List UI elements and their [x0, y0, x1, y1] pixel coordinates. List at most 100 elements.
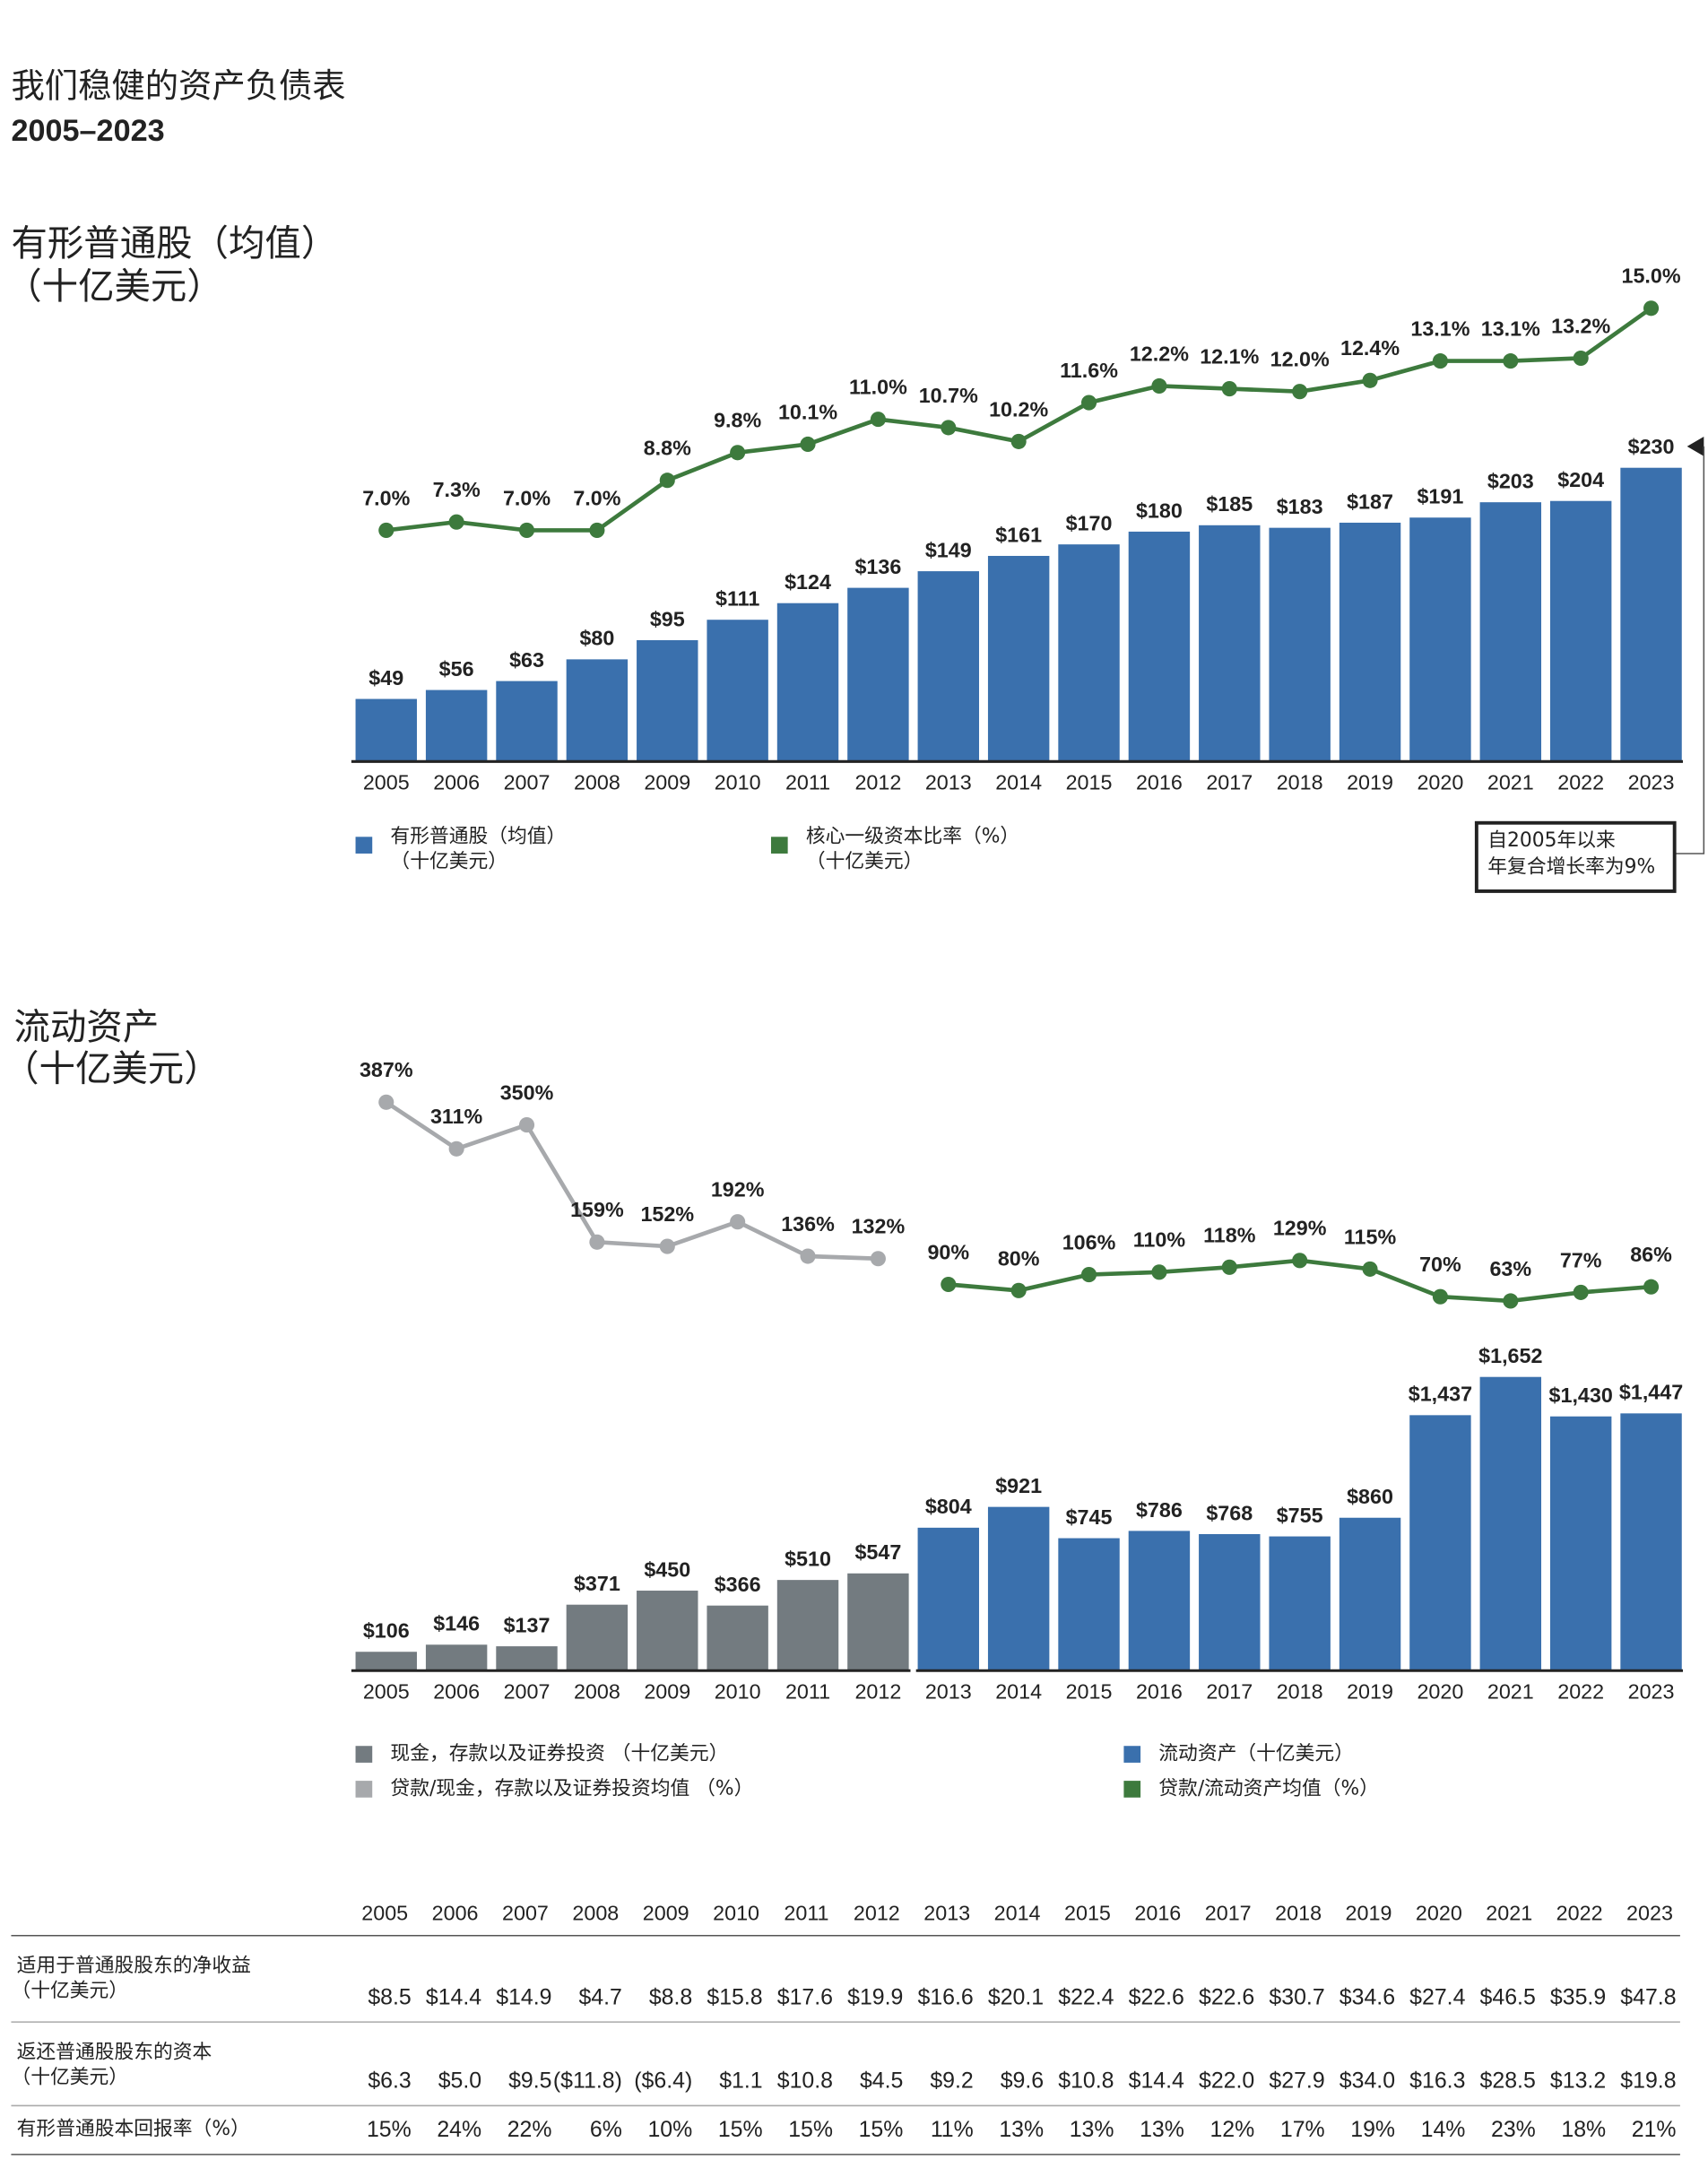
data-label: 77%: [1560, 1248, 1602, 1271]
line-point: [448, 514, 464, 530]
x-tick-label: 2022: [1557, 1679, 1604, 1703]
data-label: $366: [715, 1573, 761, 1596]
data-label: $547: [854, 1540, 901, 1564]
data-label: $187: [1347, 490, 1393, 513]
bar: [355, 1652, 417, 1671]
data-label: $191: [1417, 485, 1463, 508]
data-label: 86%: [1630, 1243, 1672, 1266]
data-label: 12.0%: [1270, 348, 1330, 371]
bar: [847, 587, 909, 762]
bar: [496, 681, 558, 762]
table-column-header: 2010: [713, 1902, 759, 1925]
line-point: [1151, 377, 1167, 395]
data-label: 12.1%: [1200, 345, 1259, 369]
table-cell: $22.0: [1199, 2069, 1254, 2094]
table-cell: 22%: [507, 2117, 552, 2142]
table-cell: $28.5: [1480, 2069, 1536, 2094]
x-tick-label: 2008: [574, 1679, 620, 1703]
table-column-header: 2022: [1556, 1902, 1603, 1925]
data-label: 8.8%: [644, 437, 691, 460]
line-point: [730, 445, 746, 461]
data-label: 80%: [998, 1246, 1040, 1270]
data-label: 15.0%: [1621, 265, 1680, 288]
table-cell: $20.1: [988, 1984, 1044, 2009]
table-cell: $14.9: [496, 1984, 551, 2009]
line-point: [659, 473, 675, 489]
line-point: [378, 1094, 394, 1110]
line-point: [800, 1248, 816, 1264]
x-tick-label: 2015: [1066, 1679, 1113, 1703]
bar: [1199, 1533, 1261, 1671]
annotation-text: 自2005年以来: [1487, 829, 1616, 852]
table-cell: $14.4: [426, 1984, 481, 2009]
x-tick-label: 2020: [1417, 1679, 1463, 1703]
line-point: [1221, 381, 1237, 397]
table-cell: $6.3: [368, 2069, 411, 2094]
data-label: $137: [504, 1613, 551, 1636]
line-point: [941, 1276, 957, 1293]
line-point: [1432, 353, 1448, 369]
legend-swatch: [770, 837, 788, 854]
data-label: 12.4%: [1340, 336, 1400, 360]
x-tick-label: 2010: [715, 770, 761, 794]
annotation-arrow: [1686, 436, 1704, 456]
bar: [917, 571, 979, 762]
line-point: [800, 436, 816, 453]
table-cell: ($6.4): [634, 2069, 692, 2094]
data-label: $111: [715, 587, 759, 611]
data-label: $180: [1136, 499, 1183, 522]
table-column-header: 2008: [572, 1902, 619, 1925]
legend-swatch: [355, 1781, 373, 1798]
bar: [1269, 1536, 1331, 1671]
bar: [1549, 1416, 1612, 1671]
table-cell: $46.5: [1480, 1984, 1536, 2009]
annotation-text: 年复合增长率为9%: [1487, 856, 1655, 879]
table-cell: 15%: [859, 2117, 904, 2142]
data-label: 350%: [500, 1081, 554, 1105]
table-cell: $16.3: [1409, 2069, 1465, 2094]
data-label: 387%: [360, 1058, 413, 1081]
page-title: 我们稳健的资产负债表: [11, 66, 345, 106]
data-label: 192%: [711, 1178, 765, 1201]
bar: [1058, 1538, 1120, 1671]
line-point: [378, 522, 394, 539]
table-cell: 15%: [367, 2117, 412, 2142]
data-label: $1,652: [1478, 1344, 1542, 1367]
data-label: 9.8%: [714, 409, 761, 432]
data-label: $49: [368, 666, 403, 690]
data-label: $136: [854, 555, 901, 578]
x-tick-label: 2023: [1628, 770, 1675, 794]
line-point: [1151, 1264, 1167, 1280]
table-cell: $15.8: [707, 1984, 762, 2009]
line-point: [1080, 1266, 1097, 1283]
table-cell: $22.6: [1129, 1984, 1184, 2009]
bar: [987, 555, 1050, 762]
line-point: [1221, 1259, 1237, 1275]
table-column-header: 2005: [361, 1902, 408, 1925]
table-cell: $9.6: [1001, 2069, 1044, 2094]
data-label: $510: [785, 1548, 831, 1571]
data-label: $170: [1066, 512, 1113, 535]
data-label: 118%: [1203, 1223, 1256, 1246]
line: [385, 1100, 879, 1262]
x-tick-label: 2016: [1136, 1679, 1183, 1703]
bar: [1128, 1531, 1191, 1671]
data-label: $230: [1628, 435, 1675, 458]
line-point: [1080, 395, 1097, 411]
bar: [1479, 502, 1542, 762]
bar: [707, 1605, 768, 1671]
bar: [776, 1580, 839, 1671]
table-cell: $27.9: [1269, 2069, 1324, 2094]
data-label: 106%: [1062, 1230, 1116, 1253]
table-column-header: 2016: [1134, 1902, 1181, 1925]
bar: [1269, 527, 1331, 762]
x-tick-label: 2016: [1136, 770, 1183, 794]
table-cell: $35.9: [1550, 1984, 1606, 2009]
x-tick-label: 2005: [363, 770, 410, 794]
bar: [1620, 1413, 1682, 1671]
data-label: $921: [995, 1474, 1042, 1497]
table-cell: 15%: [718, 2117, 763, 2142]
table-cell: $30.7: [1269, 1984, 1324, 2009]
table-cell: $19.8: [1620, 2069, 1676, 2094]
data-label: $106: [363, 1619, 410, 1643]
